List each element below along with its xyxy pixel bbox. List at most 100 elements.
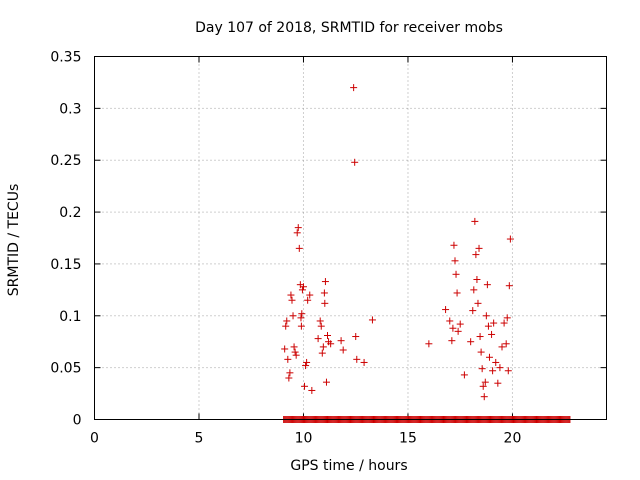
plot-frame xyxy=(94,56,607,420)
data-point xyxy=(473,275,481,283)
data-point xyxy=(450,241,458,249)
data-point xyxy=(318,349,326,357)
data-point xyxy=(467,338,475,346)
data-point xyxy=(302,362,310,370)
y-tick-label: 0.3 xyxy=(59,101,81,117)
data-point xyxy=(454,327,462,335)
data-point xyxy=(304,296,312,304)
data-points xyxy=(280,84,574,423)
data-point xyxy=(320,289,328,297)
y-tick-label: 0.2 xyxy=(59,205,81,221)
data-point xyxy=(321,299,329,307)
data-point xyxy=(284,355,292,363)
data-point xyxy=(292,351,300,359)
data-point xyxy=(314,335,322,343)
data-point xyxy=(285,374,293,382)
data-point xyxy=(446,317,454,325)
x-axis-label: GPS time / hours xyxy=(290,458,407,474)
data-point xyxy=(322,378,330,386)
data-point xyxy=(303,358,311,366)
data-point xyxy=(327,340,335,348)
data-point xyxy=(477,348,485,356)
data-point xyxy=(297,322,305,330)
data-point xyxy=(453,289,461,297)
data-point xyxy=(360,358,368,366)
data-point xyxy=(299,283,307,291)
data-point xyxy=(506,235,514,243)
y-tick-label: 0.05 xyxy=(50,361,81,377)
grid xyxy=(94,56,607,420)
data-point xyxy=(502,340,510,348)
data-point xyxy=(494,379,502,387)
data-point xyxy=(295,244,303,252)
data-point xyxy=(282,322,290,330)
data-point xyxy=(498,343,506,351)
data-point xyxy=(448,337,456,345)
data-point xyxy=(482,312,490,320)
data-point xyxy=(456,320,464,328)
data-point xyxy=(350,84,358,92)
data-point xyxy=(281,345,289,353)
data-point xyxy=(452,270,460,278)
data-point xyxy=(287,291,295,299)
data-point xyxy=(472,251,480,259)
data-point xyxy=(290,343,298,351)
data-point xyxy=(490,319,498,327)
data-point xyxy=(339,346,347,354)
data-point xyxy=(289,312,297,320)
x-tick-label: 0 xyxy=(90,431,99,447)
data-point xyxy=(470,286,478,294)
data-point xyxy=(298,286,306,294)
data-point xyxy=(449,324,457,332)
data-point xyxy=(471,217,479,225)
data-point xyxy=(460,371,468,379)
data-point xyxy=(451,257,459,265)
data-point xyxy=(503,314,511,322)
data-point xyxy=(351,158,359,166)
data-point xyxy=(479,382,487,390)
data-point xyxy=(298,310,306,318)
data-point xyxy=(480,393,488,401)
x-tick-label: 5 xyxy=(195,431,204,447)
data-point xyxy=(476,333,484,341)
data-point xyxy=(505,282,513,290)
data-point xyxy=(306,291,314,299)
data-point xyxy=(337,337,345,345)
data-point xyxy=(321,278,329,286)
x-tick-label: 15 xyxy=(399,431,417,447)
data-point xyxy=(488,330,496,338)
data-point xyxy=(484,322,492,330)
data-point xyxy=(294,224,302,232)
data-point xyxy=(368,316,376,324)
data-point xyxy=(489,367,497,375)
data-point xyxy=(301,382,309,390)
data-point xyxy=(492,358,500,366)
y-tick-label: 0.1 xyxy=(59,309,81,325)
data-point xyxy=(288,296,296,304)
data-point xyxy=(316,317,324,325)
data-point xyxy=(324,331,332,339)
data-point xyxy=(286,369,294,377)
y-tick-label: 0.25 xyxy=(50,153,81,169)
y-tick-label: 0 xyxy=(73,413,82,429)
data-point xyxy=(504,367,512,375)
y-tick-label: 0.15 xyxy=(50,257,81,273)
data-point xyxy=(469,307,477,315)
y-tick-label: 0.35 xyxy=(50,50,81,66)
x-tick-label: 20 xyxy=(504,431,522,447)
data-point xyxy=(483,281,491,289)
data-point xyxy=(481,378,489,386)
data-point xyxy=(293,229,301,237)
data-point xyxy=(319,343,327,351)
data-point xyxy=(485,353,493,361)
data-point xyxy=(291,348,299,356)
x-tick-label: 10 xyxy=(295,431,313,447)
data-point xyxy=(317,322,325,330)
axis-ticks: 0 5 10 15 20 0 0.05 0.1 0.15 0.2 0.25 0.3 0.35 xyxy=(50,50,607,447)
data-point xyxy=(442,306,450,314)
data-point xyxy=(353,355,361,363)
data-point xyxy=(297,314,305,322)
data-point xyxy=(475,244,483,252)
data-point xyxy=(283,317,291,325)
